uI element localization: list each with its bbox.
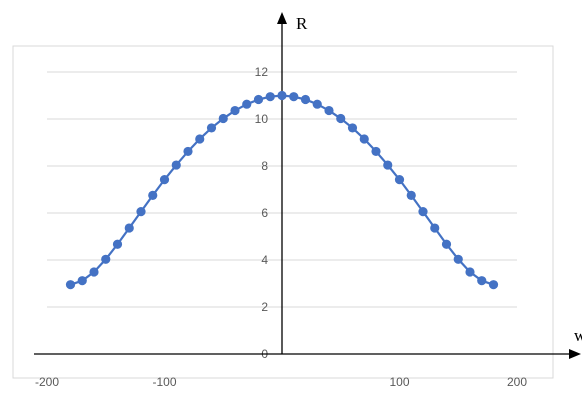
series-layer bbox=[65, 90, 499, 290]
data-point bbox=[136, 206, 146, 217]
y-tick-label: 6 bbox=[261, 206, 268, 220]
x-tick-labels: -200 -100 100 200 bbox=[35, 375, 527, 389]
data-point bbox=[124, 223, 134, 233]
data-point bbox=[242, 99, 252, 109]
y-tick-label: 2 bbox=[261, 300, 268, 314]
data-point bbox=[394, 175, 405, 185]
axes bbox=[34, 12, 581, 359]
data-point bbox=[253, 94, 264, 105]
data-point bbox=[488, 280, 499, 290]
x-tick-label: -100 bbox=[152, 375, 176, 389]
data-point bbox=[289, 92, 299, 102]
data-point bbox=[195, 134, 205, 144]
data-point bbox=[347, 123, 358, 133]
data-point bbox=[383, 160, 393, 170]
y-tick-label: 8 bbox=[261, 159, 268, 173]
y-axis-title: R bbox=[296, 14, 308, 33]
data-point bbox=[324, 105, 334, 116]
data-point bbox=[159, 175, 170, 185]
data-point bbox=[112, 239, 123, 249]
data-point bbox=[336, 113, 346, 124]
x-tick-label: 100 bbox=[389, 375, 409, 389]
y-tick-label: 12 bbox=[255, 65, 269, 79]
data-point bbox=[171, 160, 181, 170]
data-point bbox=[300, 94, 311, 105]
data-point bbox=[371, 146, 381, 157]
data-point bbox=[441, 239, 452, 249]
data-point bbox=[477, 276, 487, 286]
x-axis-arrowhead bbox=[569, 349, 581, 359]
data-point bbox=[418, 206, 428, 217]
data-point bbox=[359, 134, 369, 144]
data-point bbox=[206, 123, 217, 133]
data-point bbox=[430, 223, 440, 233]
data-point bbox=[312, 99, 322, 109]
data-point bbox=[89, 267, 99, 277]
data-point bbox=[101, 254, 111, 264]
data-point bbox=[148, 190, 158, 200]
data-point bbox=[77, 276, 87, 286]
x-tick-label: 200 bbox=[507, 375, 527, 389]
data-point bbox=[183, 146, 193, 157]
data-point bbox=[277, 90, 287, 101]
x-axis-title: w bbox=[574, 326, 582, 345]
data-point bbox=[230, 105, 240, 116]
data-point bbox=[218, 113, 228, 124]
y-tick-label: 10 bbox=[255, 112, 269, 126]
y-tick-label: 4 bbox=[261, 253, 268, 267]
data-point bbox=[453, 254, 463, 264]
data-point bbox=[265, 92, 275, 102]
data-point bbox=[406, 190, 416, 200]
data-point bbox=[465, 267, 475, 277]
data-point bbox=[65, 280, 76, 290]
y-axis-arrowhead bbox=[277, 12, 287, 24]
x-tick-label: -200 bbox=[35, 375, 59, 389]
chart-frame bbox=[12, 45, 554, 379]
